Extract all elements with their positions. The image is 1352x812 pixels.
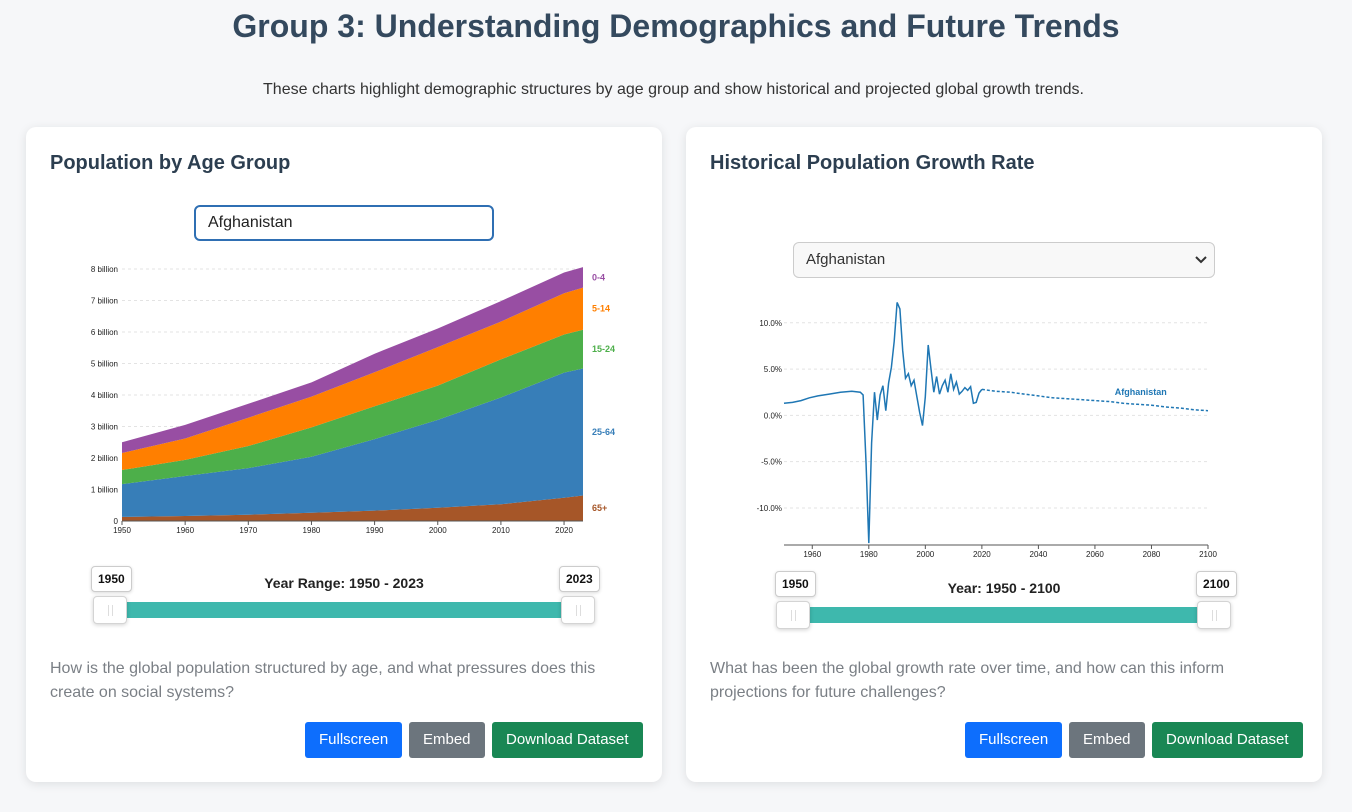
series-label: 5-14 [592, 304, 610, 314]
growth-download-button[interactable]: Download Dataset [1152, 722, 1303, 758]
series-label: Afghanistan [1115, 387, 1167, 397]
growth-range-label: Year: 1950 - 2100 [947, 580, 1061, 596]
area-series-65+ [122, 495, 583, 521]
growth-range-start-badge: 1950 [775, 571, 816, 597]
y-tick-label: 0 [114, 517, 119, 526]
x-tick-label: 1980 [860, 550, 878, 559]
age-range-start-badge: 1950 [91, 566, 132, 592]
x-tick-label: 2060 [1086, 550, 1104, 559]
growth-range-end-badge: 2100 [1196, 571, 1237, 597]
age-download-button[interactable]: Download Dataset [492, 722, 643, 758]
x-tick-label: 2040 [1030, 550, 1048, 559]
x-tick-label: 2010 [492, 526, 510, 535]
growth-country-selected: Afghanistan [806, 251, 886, 268]
growth-range-start-handle[interactable] [776, 601, 810, 629]
age-range-start-handle[interactable] [93, 596, 127, 624]
y-tick-label: 6 billion [91, 328, 118, 337]
area-series-15-24 [122, 329, 583, 485]
age-range-slider-track[interactable] [110, 602, 578, 618]
x-tick-label: 1960 [803, 550, 821, 559]
growth-card-title: Historical Population Growth Rate [710, 152, 1035, 174]
growth-rate-card: Historical Population Growth Rate Afghan… [686, 127, 1322, 782]
historical-growth-line [783, 302, 983, 544]
y-tick-label: 5 billion [91, 360, 118, 369]
y-tick-label: 0.0% [764, 411, 782, 420]
y-tick-label: -10.0% [757, 504, 782, 513]
age-card-question: How is the global population structured … [50, 660, 596, 701]
area-series-5-14 [122, 287, 583, 470]
x-tick-label: 2000 [429, 526, 447, 535]
y-tick-label: 1 billion [91, 486, 118, 495]
growth-rate-line-chart: -10.0% -5.0% 0.0% 5.0% 10.0% Afghanistan 1960 1… [757, 302, 1217, 559]
x-tick-label: 2020 [973, 550, 991, 559]
x-tick-label: 1950 [113, 526, 131, 535]
x-tick-label: 2000 [916, 550, 934, 559]
chevron-down-icon [1195, 256, 1207, 264]
series-label: 0-4 [592, 272, 605, 282]
y-tick-label: -5.0% [761, 458, 782, 467]
projected-growth-line [981, 388, 1209, 412]
x-tick-label: 1960 [176, 526, 194, 535]
growth-range-slider-track[interactable] [793, 607, 1214, 623]
x-tick-label: 2100 [1199, 550, 1217, 559]
y-tick-label: 8 billion [91, 265, 118, 274]
y-tick-label: 10.0% [759, 319, 782, 328]
y-tick-label: 5.0% [764, 365, 782, 374]
x-tick-label: 1990 [366, 526, 384, 535]
x-tick-label: 2080 [1143, 550, 1161, 559]
age-range-end-handle[interactable] [561, 596, 595, 624]
growth-card-question: What has been the global growth rate ove… [710, 660, 1225, 701]
age-fullscreen-button[interactable]: Fullscreen [305, 722, 403, 758]
y-tick-label: 4 billion [91, 391, 118, 400]
x-tick-label: 1980 [303, 526, 321, 535]
area-series-0-4 [122, 267, 583, 453]
page-title: Group 3: Understanding Demographics and … [232, 8, 1120, 44]
y-tick-label: 7 billion [91, 297, 118, 306]
area-series-25-64 [122, 368, 583, 517]
age-group-card: Population by Age Group 0 1 billion 2 bill… [26, 127, 662, 782]
age-group-card-title: Population by Age Group [50, 152, 291, 174]
series-label: 25-64 [592, 427, 615, 437]
x-tick-label: 2020 [555, 526, 573, 535]
growth-range-end-handle[interactable] [1197, 601, 1231, 629]
series-label: 15-24 [592, 344, 615, 354]
page-subtitle: These charts highlight demographic struc… [263, 81, 1084, 98]
growth-country-select[interactable]: Afghanistan [793, 242, 1215, 278]
age-range-end-badge: 2023 [559, 566, 600, 592]
age-embed-button[interactable]: Embed [409, 722, 485, 758]
growth-fullscreen-button[interactable]: Fullscreen [965, 722, 1063, 758]
y-tick-label: 3 billion [91, 423, 118, 432]
age-group-area-chart: 0 1 billion 2 billion 3 billion 4 billion 5 b… [91, 265, 615, 535]
age-country-input[interactable] [194, 205, 494, 241]
y-tick-label: 2 billion [91, 454, 118, 463]
age-range-label: Year Range: 1950 - 2023 [264, 575, 424, 591]
x-tick-label: 1970 [239, 526, 257, 535]
growth-embed-button[interactable]: Embed [1069, 722, 1145, 758]
series-label: 65+ [592, 503, 607, 513]
